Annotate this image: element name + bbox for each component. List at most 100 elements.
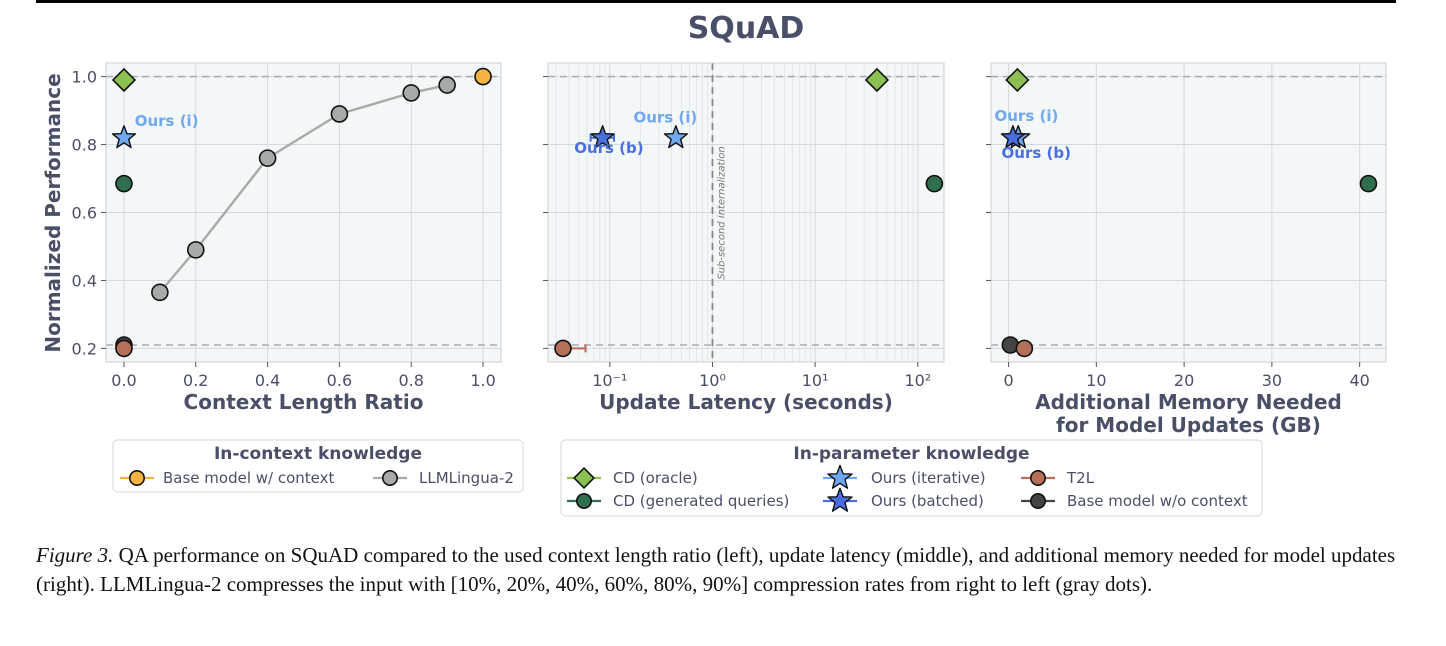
x-tick-label: 0.4: [255, 371, 280, 390]
legend-label: Base model w/ context: [163, 469, 335, 487]
panel-middle: Sub-second internalization 10⁻¹ 10⁰ 10¹ 10² U…: [543, 62, 945, 414]
legend-entry-t2l: T2L: [1021, 469, 1095, 487]
series-llmlingua-2: [151, 76, 456, 302]
x-tick-label: 30: [1262, 371, 1282, 390]
legend-entry-base-model-w-o-context: Base model w/o context: [1021, 492, 1248, 510]
legend-frame: [112, 439, 524, 493]
x-tick-label: 10¹: [802, 371, 829, 390]
legend-marker: [129, 469, 146, 486]
data-point: [115, 174, 133, 193]
legend-title: In-parameter knowledge: [793, 444, 1029, 464]
x-tick-label: 1.0: [470, 371, 495, 390]
series-base-model-w-context: [474, 67, 492, 86]
annotation-label: Ours (b): [1002, 144, 1071, 162]
caption-label: Figure 3.: [36, 543, 114, 567]
legend-entry-cd-generated-queries: CD (generated queries): [567, 492, 789, 510]
x-tick-label: 0: [1003, 371, 1013, 390]
legend-label: Ours (batched): [871, 492, 984, 510]
series-cd-oracle: [111, 67, 137, 93]
caption-text: QA performance on SQuAD compared to the …: [36, 543, 1396, 596]
y-tick-label: 0.2: [72, 339, 97, 358]
y-tick-label: 0.8: [72, 136, 97, 155]
data-point: [438, 76, 456, 94]
legend-label: LLMLingua-2: [419, 469, 514, 487]
y-tick-label: 1.0: [72, 68, 97, 87]
legends: In-context knowledge Base model w/ contex…: [112, 439, 1263, 517]
figure: SQuAD 0.0 0.2 0.4 0.6 0.8 1.0 0.2 0.4 0.6 0.8 1.0 C…: [41, 11, 1387, 517]
legend-marker: [1030, 469, 1047, 486]
legend-title: In-context knowledge: [214, 444, 422, 464]
legend-in-parameter-knowledge: In-parameter knowledge CD (oracle) CD (gen…: [560, 439, 1263, 517]
data-point: [1359, 174, 1378, 193]
data-point: [1000, 125, 1026, 149]
series-ours-batched: [589, 125, 616, 149]
y-tick-label: 0.4: [72, 271, 97, 290]
figure-caption: Figure 3. QA performance on SQuAD compar…: [36, 541, 1406, 598]
legend-entry-cd-oracle: CD (oracle): [567, 466, 698, 490]
data-point: [111, 67, 137, 93]
series-t2l: [1015, 339, 1034, 358]
annotation-label: Ours (b): [574, 139, 643, 157]
legend-marker: [827, 487, 853, 512]
legend-in-context-knowledge: In-context knowledge Base model w/ contex…: [112, 439, 524, 493]
x-axis-label: Update Latency (seconds): [599, 390, 893, 414]
data-point: [554, 339, 572, 358]
y-tick-label: 0.6: [72, 204, 97, 223]
y-axis-label: Normalized Performance: [41, 73, 65, 352]
data-point: [1005, 67, 1030, 93]
data-point: [402, 84, 421, 102]
x-tick-label: 0.6: [327, 371, 352, 390]
top-rule: [36, 0, 1396, 3]
data-point: [925, 174, 944, 193]
data-point: [474, 67, 492, 86]
series-ours-iterative: [663, 125, 688, 149]
series-t2l: [115, 339, 133, 358]
x-tick-label: 10: [1086, 371, 1106, 390]
annotation-label: Ours (i): [633, 108, 697, 126]
x-axis-label: Context Length Ratio: [184, 390, 424, 414]
legend-marker: [381, 469, 398, 486]
legend-entry-llmlingua-2: LLMLingua-2: [373, 469, 514, 487]
data-point: [151, 283, 169, 302]
legend-entry-base-model-w-context: Base model w/ context: [120, 469, 335, 487]
legend-label: Ours (iterative): [871, 469, 986, 487]
data-point: [1015, 339, 1034, 358]
series-ours-iterative: [111, 125, 137, 149]
x-tick-label: 20: [1174, 371, 1194, 390]
panel-left: 0.0 0.2 0.4 0.6 0.8 1.0 0.2 0.4 0.6 0.8 1.0 Context…: [41, 62, 502, 414]
x-tick-label: 0.2: [183, 371, 208, 390]
legend-entry-ours-iterative: Ours (iterative): [823, 464, 986, 489]
series-cd-oracle: [864, 67, 890, 93]
series-ours-batched: [1000, 125, 1026, 149]
data-point: [663, 125, 688, 149]
x-tick-label: 10²: [904, 371, 931, 390]
x-tick-label: 0.8: [399, 371, 424, 390]
x-tick-label: 10⁰: [699, 371, 726, 390]
data-point: [864, 67, 890, 93]
data-point: [330, 105, 349, 123]
series-cd-generated-queries: [925, 174, 944, 193]
legend-label: CD (oracle): [613, 469, 698, 487]
chart-panels: 0.0 0.2 0.4 0.6 0.8 1.0 0.2 0.4 0.6 0.8 1.0 Context…: [41, 62, 1387, 437]
legend-marker: [827, 464, 853, 489]
x-axis-label: Additional Memory Needed: [1035, 390, 1342, 414]
data-point: [115, 339, 133, 358]
x-tick-label: 40: [1349, 371, 1369, 390]
legend-entry-ours-batched: Ours (batched): [823, 487, 984, 512]
data-point: [186, 241, 205, 259]
x-axis-label: for Model Updates (GB): [1056, 413, 1321, 437]
x-tick-label: 10⁻¹: [592, 371, 627, 390]
legend-frame: [560, 439, 1263, 517]
vline-label: Sub-second internalization: [716, 146, 727, 279]
data-point: [258, 149, 277, 167]
annotation-label: Ours (i): [995, 107, 1059, 125]
legend-label: CD (generated queries): [613, 492, 789, 510]
series-cd-generated-queries: [1359, 174, 1378, 193]
data-point: [111, 125, 137, 149]
annotation-label: Ours (i): [135, 112, 199, 130]
series-cd-oracle: [1005, 67, 1030, 93]
legend-marker: [572, 466, 596, 490]
data-point: [590, 125, 615, 149]
legend-label: T2L: [1066, 469, 1095, 487]
